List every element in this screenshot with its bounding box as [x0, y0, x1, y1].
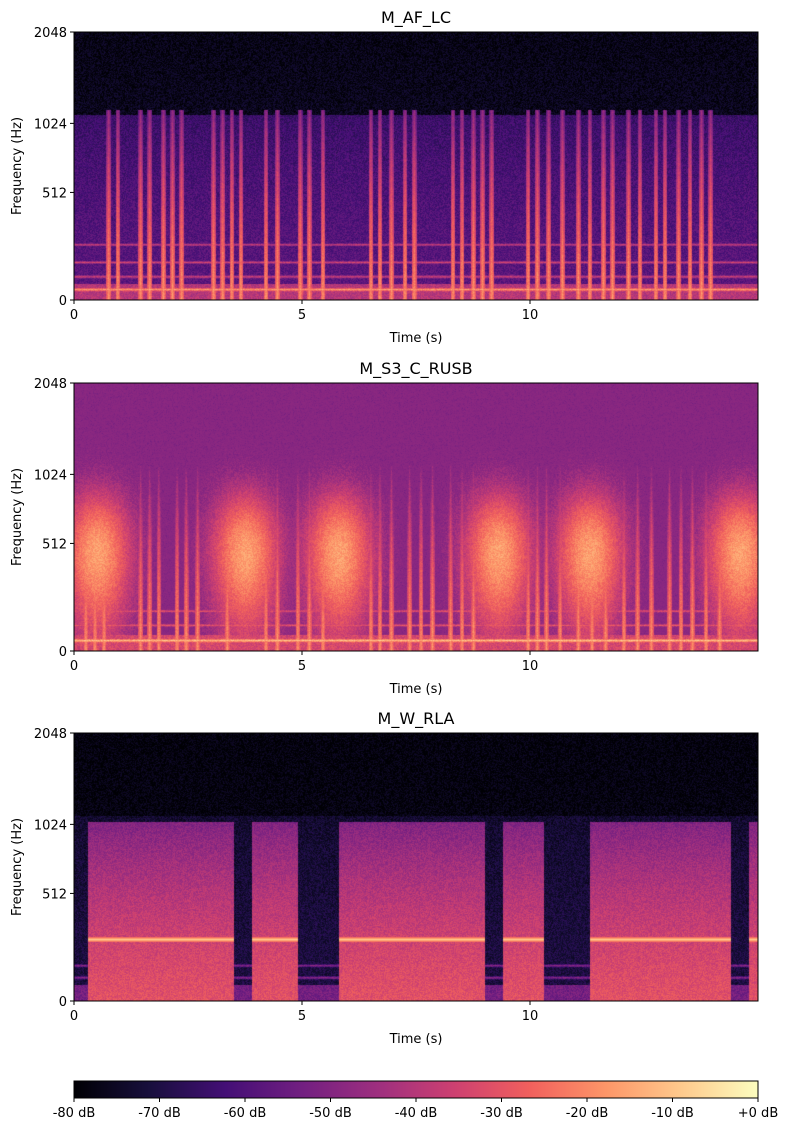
- plot-frame: [73, 732, 759, 1002]
- x-axis-label: Time (s): [389, 682, 443, 697]
- colorbar-tick-label: -60 dB: [224, 1106, 267, 1121]
- chart-title: M_AF_LC: [381, 8, 451, 28]
- x-tick-label: 5: [298, 659, 306, 674]
- y-tick-label: 2048: [34, 26, 67, 41]
- x-tick-label: 10: [522, 1009, 539, 1024]
- colorbar-tick-label: -80 dB: [53, 1106, 96, 1121]
- y-tick-label: 512: [42, 537, 67, 552]
- y-tick-label: 2048: [34, 727, 67, 742]
- colorbar-tick-label: +0 dB: [738, 1106, 778, 1121]
- y-axis-label: Frequency (Hz): [10, 468, 25, 566]
- spectrogram-image: [74, 733, 758, 1001]
- colorbar-ticks: -80 dB -70 dB -60 dB -50 dB -40 dB -30 dB -20 …: [53, 1098, 778, 1121]
- x-tick-label: 5: [298, 1009, 306, 1024]
- x-tick-label: 0: [70, 308, 78, 323]
- colorbar-bar: [73, 1080, 759, 1099]
- plot-frame: [73, 31, 759, 301]
- chart-title: M_S3_C_RUSB: [359, 359, 472, 379]
- y-tick-label: 1024: [34, 117, 67, 132]
- axis-ticks: 0 5 10 0 512 1024 2048: [34, 377, 538, 674]
- spectrogram-image: [74, 32, 758, 300]
- plot-frame: [73, 382, 759, 652]
- colorbar-tick-label: -30 dB: [480, 1106, 523, 1121]
- x-axis-label: Time (s): [389, 1032, 443, 1047]
- spectrogram-image: [74, 383, 758, 651]
- x-axis-label: Time (s): [389, 331, 443, 346]
- y-tick-label: 0: [59, 995, 67, 1010]
- x-tick-label: 0: [70, 1009, 78, 1024]
- y-tick-label: 1024: [34, 818, 67, 833]
- colorbar-tick-label: -70 dB: [138, 1106, 181, 1121]
- colorbar-tick-label: -40 dB: [395, 1106, 438, 1121]
- y-tick-label: 1024: [34, 468, 67, 483]
- axis-ticks: 0 5 10 0 512 1024 2048: [34, 727, 538, 1024]
- colorbar-tick-label: -10 dB: [651, 1106, 694, 1121]
- y-tick-label: 512: [42, 887, 67, 902]
- colorbar-tick-label: -20 dB: [566, 1106, 609, 1121]
- spectrogram-panel: M_W_RLA 0 5 10 0 512 1024 2048 Time (s) Freque…: [10, 709, 759, 1047]
- y-axis-label: Frequency (Hz): [10, 818, 25, 916]
- colorbar-tick-label: -50 dB: [309, 1106, 352, 1121]
- y-tick-label: 512: [42, 186, 67, 201]
- y-axis-label: Frequency (Hz): [10, 117, 25, 215]
- spectrogram-panel: M_AF_LC 0 5 10 0 512 1024 2048 Time (s) Freque…: [10, 8, 759, 346]
- chart-title: M_W_RLA: [378, 709, 455, 729]
- x-tick-label: 0: [70, 659, 78, 674]
- spectrogram-panel: M_S3_C_RUSB 0 5 10 0 512 1024 2048 Time (s) Fr…: [10, 359, 759, 697]
- axis-ticks: 0 5 10 0 512 1024 2048: [34, 26, 538, 323]
- x-tick-label: 5: [298, 308, 306, 323]
- y-tick-label: 2048: [34, 377, 67, 392]
- y-tick-label: 0: [59, 294, 67, 309]
- x-tick-label: 10: [522, 308, 539, 323]
- colorbar: -80 dB -70 dB -60 dB -50 dB -40 dB -30 dB -20 …: [53, 1080, 778, 1121]
- y-tick-label: 0: [59, 645, 67, 660]
- x-tick-label: 10: [522, 659, 539, 674]
